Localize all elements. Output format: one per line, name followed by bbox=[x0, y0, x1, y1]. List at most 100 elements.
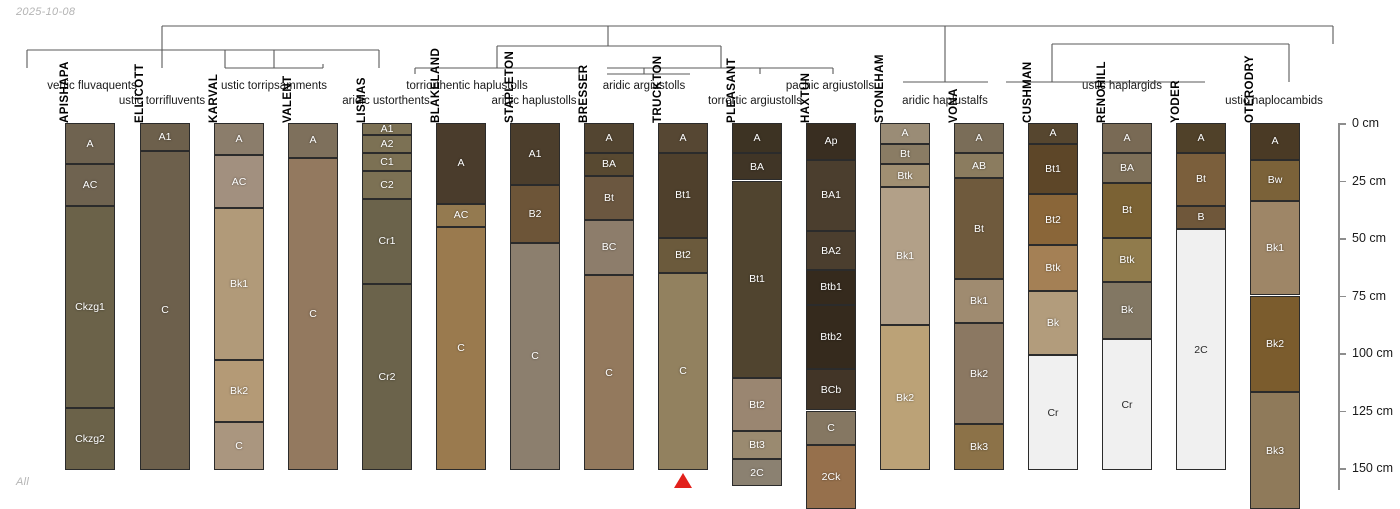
soil-horizon[interactable]: A2 bbox=[362, 134, 412, 153]
profile-column[interactable]: A AC C bbox=[436, 123, 486, 471]
soil-horizon[interactable]: Bk1 bbox=[954, 279, 1004, 324]
soil-horizon[interactable]: BA2 bbox=[806, 231, 856, 271]
soil-horizon[interactable]: A bbox=[436, 123, 486, 204]
soil-horizon[interactable]: Bk1 bbox=[880, 187, 930, 326]
profile-column[interactable]: A Bt Btk Bk1 Bk2 bbox=[880, 123, 930, 471]
soil-horizon[interactable]: Btb1 bbox=[806, 270, 856, 305]
soil-horizon[interactable]: A bbox=[658, 123, 708, 153]
soil-horizon[interactable]: Bk2 bbox=[214, 359, 264, 422]
soil-horizon[interactable]: AC bbox=[214, 155, 264, 209]
soil-horizon[interactable]: Cr bbox=[1028, 355, 1078, 471]
soil-horizon[interactable]: AC bbox=[436, 203, 486, 227]
soil-horizon[interactable]: C bbox=[288, 157, 338, 471]
soil-horizon[interactable]: A bbox=[288, 123, 338, 158]
soil-horizon[interactable]: C2 bbox=[362, 171, 412, 199]
soil-horizon[interactable]: Bt2 bbox=[732, 378, 782, 432]
soil-horizon[interactable]: Bt2 bbox=[658, 238, 708, 273]
profile-column[interactable]: A AC Ckzg1 Ckzg2 bbox=[65, 123, 115, 471]
soil-horizon[interactable]: A bbox=[1250, 123, 1300, 160]
soil-horizon[interactable]: Ckzg2 bbox=[65, 408, 115, 471]
horizon-label: Bk2 bbox=[895, 391, 915, 404]
soil-horizon[interactable]: BA bbox=[1102, 152, 1152, 183]
soil-horizon[interactable]: 2C bbox=[732, 458, 782, 487]
soil-horizon[interactable]: A bbox=[880, 123, 930, 144]
soil-horizon[interactable]: Bt1 bbox=[658, 152, 708, 238]
soil-horizon[interactable]: A bbox=[1176, 123, 1226, 153]
soil-horizon[interactable]: C bbox=[584, 274, 634, 471]
soil-horizon[interactable]: Bt bbox=[584, 175, 634, 220]
soil-horizon[interactable]: C bbox=[658, 272, 708, 471]
soil-horizon[interactable]: Cr bbox=[1102, 339, 1152, 471]
soil-horizon[interactable]: Btk bbox=[1028, 244, 1078, 291]
soil-horizon[interactable]: B2 bbox=[510, 185, 560, 243]
horizon-label: Bt2 bbox=[749, 398, 765, 411]
soil-horizon[interactable]: C bbox=[140, 150, 190, 471]
soil-horizon[interactable]: B bbox=[1176, 205, 1226, 229]
soil-horizon[interactable]: Bk2 bbox=[880, 325, 930, 471]
soil-horizon[interactable]: Bt1 bbox=[1028, 143, 1078, 195]
soil-horizon[interactable]: Ap bbox=[806, 123, 856, 160]
soil-horizon[interactable]: Bk1 bbox=[214, 208, 264, 360]
soil-horizon[interactable]: BA1 bbox=[806, 159, 856, 232]
profile-column[interactable]: A AB Bt Bk1 Bk2 Bk3 bbox=[954, 123, 1004, 471]
soil-horizon[interactable]: Bk2 bbox=[1250, 295, 1300, 393]
soil-horizon[interactable]: A bbox=[1102, 123, 1152, 153]
soil-horizon[interactable]: Bk3 bbox=[954, 424, 1004, 471]
soil-horizon[interactable]: Ckzg1 bbox=[65, 205, 115, 409]
soil-horizon[interactable]: A1 bbox=[510, 123, 560, 186]
soil-horizon[interactable]: Bk2 bbox=[954, 323, 1004, 425]
soil-horizon[interactable]: A bbox=[1028, 123, 1078, 144]
soil-horizon[interactable]: A1 bbox=[362, 123, 412, 135]
soil-horizon[interactable]: Cr2 bbox=[362, 284, 412, 471]
soil-horizon[interactable]: Bt bbox=[954, 178, 1004, 280]
soil-horizon[interactable]: A bbox=[214, 123, 264, 156]
profile-column[interactable]: Ap BA1 BA2 Btb1 Btb2 BCb C 2Ck bbox=[806, 123, 856, 509]
soil-horizon[interactable]: Bt3 bbox=[732, 431, 782, 459]
soil-horizon[interactable]: Btb2 bbox=[806, 304, 856, 370]
soil-horizon[interactable]: Bt bbox=[1176, 152, 1226, 206]
soil-horizon[interactable]: Btk bbox=[880, 164, 930, 188]
soil-horizon[interactable]: C1 bbox=[362, 152, 412, 172]
profile-column[interactable]: A1 A2 C1 C2 Cr1 Cr2 bbox=[362, 123, 412, 471]
soil-horizon[interactable]: A bbox=[954, 123, 1004, 153]
profile-column[interactable]: A AC Bk1 Bk2 C bbox=[214, 123, 264, 471]
soil-horizon[interactable]: C bbox=[436, 226, 486, 471]
profile-column[interactable]: A1 C bbox=[140, 123, 190, 471]
soil-horizon[interactable]: 2Ck bbox=[806, 445, 856, 509]
profile-column[interactable]: A1 B2 C bbox=[510, 123, 560, 471]
soil-horizon[interactable]: Bt bbox=[880, 143, 930, 165]
soil-horizon[interactable]: Bk3 bbox=[1250, 392, 1300, 509]
soil-horizon[interactable]: AC bbox=[65, 164, 115, 206]
soil-horizon[interactable]: Bk bbox=[1102, 281, 1152, 340]
soil-horizon[interactable]: BCb bbox=[806, 369, 856, 411]
soil-horizon[interactable]: Bt1 bbox=[732, 180, 782, 379]
profile-column[interactable]: A BA Bt Btk Bk Cr bbox=[1102, 123, 1152, 471]
soil-horizon[interactable]: Cr1 bbox=[362, 198, 412, 284]
profile-column[interactable]: A Bt1 Bt2 C bbox=[658, 123, 708, 471]
soil-horizon[interactable]: A bbox=[584, 123, 634, 153]
soil-horizon[interactable]: Btk bbox=[1102, 238, 1152, 282]
soil-horizon[interactable]: C bbox=[214, 422, 264, 471]
soil-horizon[interactable]: 2C bbox=[1176, 228, 1226, 471]
soil-horizon[interactable]: AB bbox=[954, 152, 1004, 179]
soil-horizon[interactable]: BC bbox=[584, 219, 634, 275]
profile-column[interactable]: A BA Bt BC C bbox=[584, 123, 634, 471]
soil-horizon[interactable]: A1 bbox=[140, 123, 190, 151]
soil-horizon[interactable]: Bk1 bbox=[1250, 201, 1300, 296]
soil-horizon[interactable]: C bbox=[510, 242, 560, 471]
profile-column[interactable]: A Bw Bk1 Bk2 Bk3 bbox=[1250, 123, 1300, 509]
profile-column[interactable]: A Bt1 Bt2 Btk Bk Cr bbox=[1028, 123, 1078, 471]
soil-horizon[interactable]: BA bbox=[732, 152, 782, 181]
soil-horizon[interactable]: BA bbox=[584, 152, 634, 176]
soil-horizon[interactable]: Bw bbox=[1250, 159, 1300, 202]
profile-column[interactable]: A BA Bt1 Bt2 Bt3 2C bbox=[732, 123, 782, 487]
soil-horizon[interactable]: Bk bbox=[1028, 290, 1078, 356]
soil-horizon[interactable]: C bbox=[806, 410, 856, 445]
soil-horizon[interactable]: A bbox=[65, 123, 115, 165]
soil-horizon[interactable]: Bt2 bbox=[1028, 194, 1078, 245]
soil-horizon[interactable]: Bt bbox=[1102, 182, 1152, 238]
soil-horizon[interactable]: A bbox=[732, 123, 782, 153]
profile-column[interactable]: A Bt B 2C bbox=[1176, 123, 1226, 471]
